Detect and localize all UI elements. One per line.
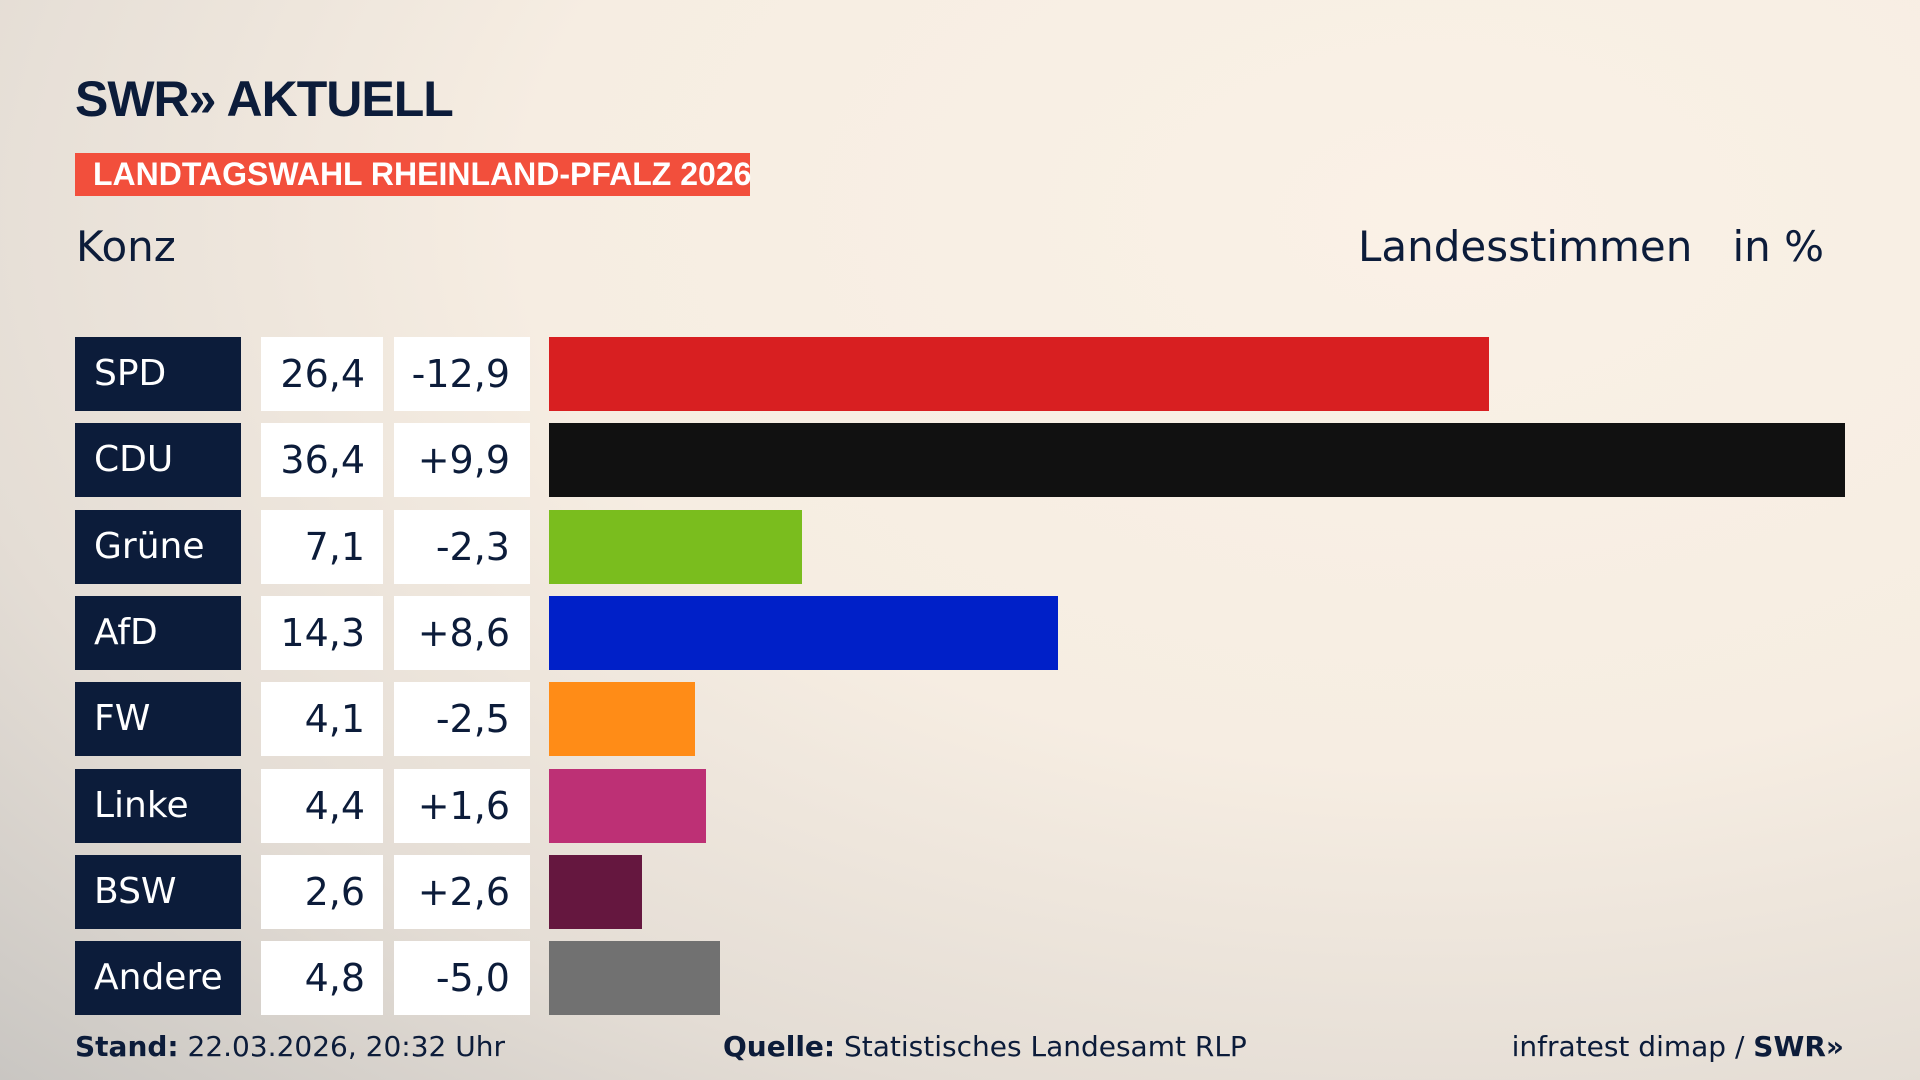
chart-row: SPD 26,4 -12,9 xyxy=(75,337,1875,411)
value-label: 26,4 xyxy=(261,337,383,411)
party-label: AfD xyxy=(75,595,241,670)
chart-row: Andere 4,8 -5,0 xyxy=(75,941,1875,1016)
bar-grüne xyxy=(549,509,802,584)
stand: Stand: 22.03.2026, 20:32 Uhr xyxy=(75,1030,505,1063)
party-label: FW xyxy=(75,682,241,757)
stand-label: Stand: xyxy=(75,1030,179,1063)
bar-fw xyxy=(549,682,695,757)
measure-name: Landesstimmen xyxy=(1357,222,1693,271)
bar-linke xyxy=(549,768,706,843)
bar-cdu xyxy=(549,423,1845,498)
bar-spd xyxy=(549,337,1489,411)
chart-row: FW 4,1 -2,5 xyxy=(75,682,1875,757)
swr-logo: SWR» xyxy=(1753,1030,1844,1063)
chart-row: CDU 36,4 +9,9 xyxy=(75,423,1875,498)
value-label: 7,1 xyxy=(261,509,383,584)
change-label: -2,5 xyxy=(394,682,530,757)
credit: infratest dimap / SWR» xyxy=(1512,1030,1844,1063)
credit-text: infratest dimap / xyxy=(1511,1030,1754,1063)
change-label: +8,6 xyxy=(394,595,530,670)
unit-label: in % xyxy=(1732,222,1824,271)
chart-row: Linke 4,4 +1,6 xyxy=(75,768,1875,843)
value-label: 4,1 xyxy=(261,682,383,757)
change-label: +9,9 xyxy=(394,423,530,498)
value-label: 2,6 xyxy=(261,854,383,929)
bar-bsw xyxy=(549,854,642,929)
value-label: 36,4 xyxy=(261,423,383,498)
party-label: Linke xyxy=(75,768,241,843)
party-label: CDU xyxy=(75,423,241,498)
party-label: SPD xyxy=(75,337,241,411)
change-label: -12,9 xyxy=(394,337,530,411)
change-label: -2,3 xyxy=(394,509,530,584)
bar-afd xyxy=(549,595,1059,670)
chart-row: Grüne 7,1 -2,3 xyxy=(75,509,1875,584)
election-banner: LANDTAGSWAHL RHEINLAND-PFALZ 2026 xyxy=(75,153,751,196)
bar-andere xyxy=(549,941,720,1016)
party-label: Grüne xyxy=(75,509,241,584)
measure-label: Landesstimmen in % xyxy=(1358,222,1824,271)
place-title: Konz xyxy=(76,222,176,271)
source: Quelle: Statistisches Landesamt RLP xyxy=(723,1030,1247,1063)
source-label: Quelle: xyxy=(723,1030,836,1063)
change-label: -5,0 xyxy=(394,941,530,1016)
change-label: +2,6 xyxy=(394,854,530,929)
value-label: 4,4 xyxy=(261,768,383,843)
value-label: 4,8 xyxy=(261,941,383,1016)
change-label: +1,6 xyxy=(394,768,530,843)
party-label: BSW xyxy=(75,854,241,929)
value-label: 14,3 xyxy=(261,595,383,670)
stand-value: 22.03.2026, 20:32 Uhr xyxy=(178,1030,505,1063)
party-label: Andere xyxy=(75,941,241,1016)
source-value: Statistisches Landesamt RLP xyxy=(835,1030,1247,1063)
chart-row: AfD 14,3 +8,6 xyxy=(75,595,1875,670)
chart-row: BSW 2,6 +2,6 xyxy=(75,854,1875,929)
swr-aktuell-logo: SWR» AKTUELL xyxy=(75,71,454,127)
